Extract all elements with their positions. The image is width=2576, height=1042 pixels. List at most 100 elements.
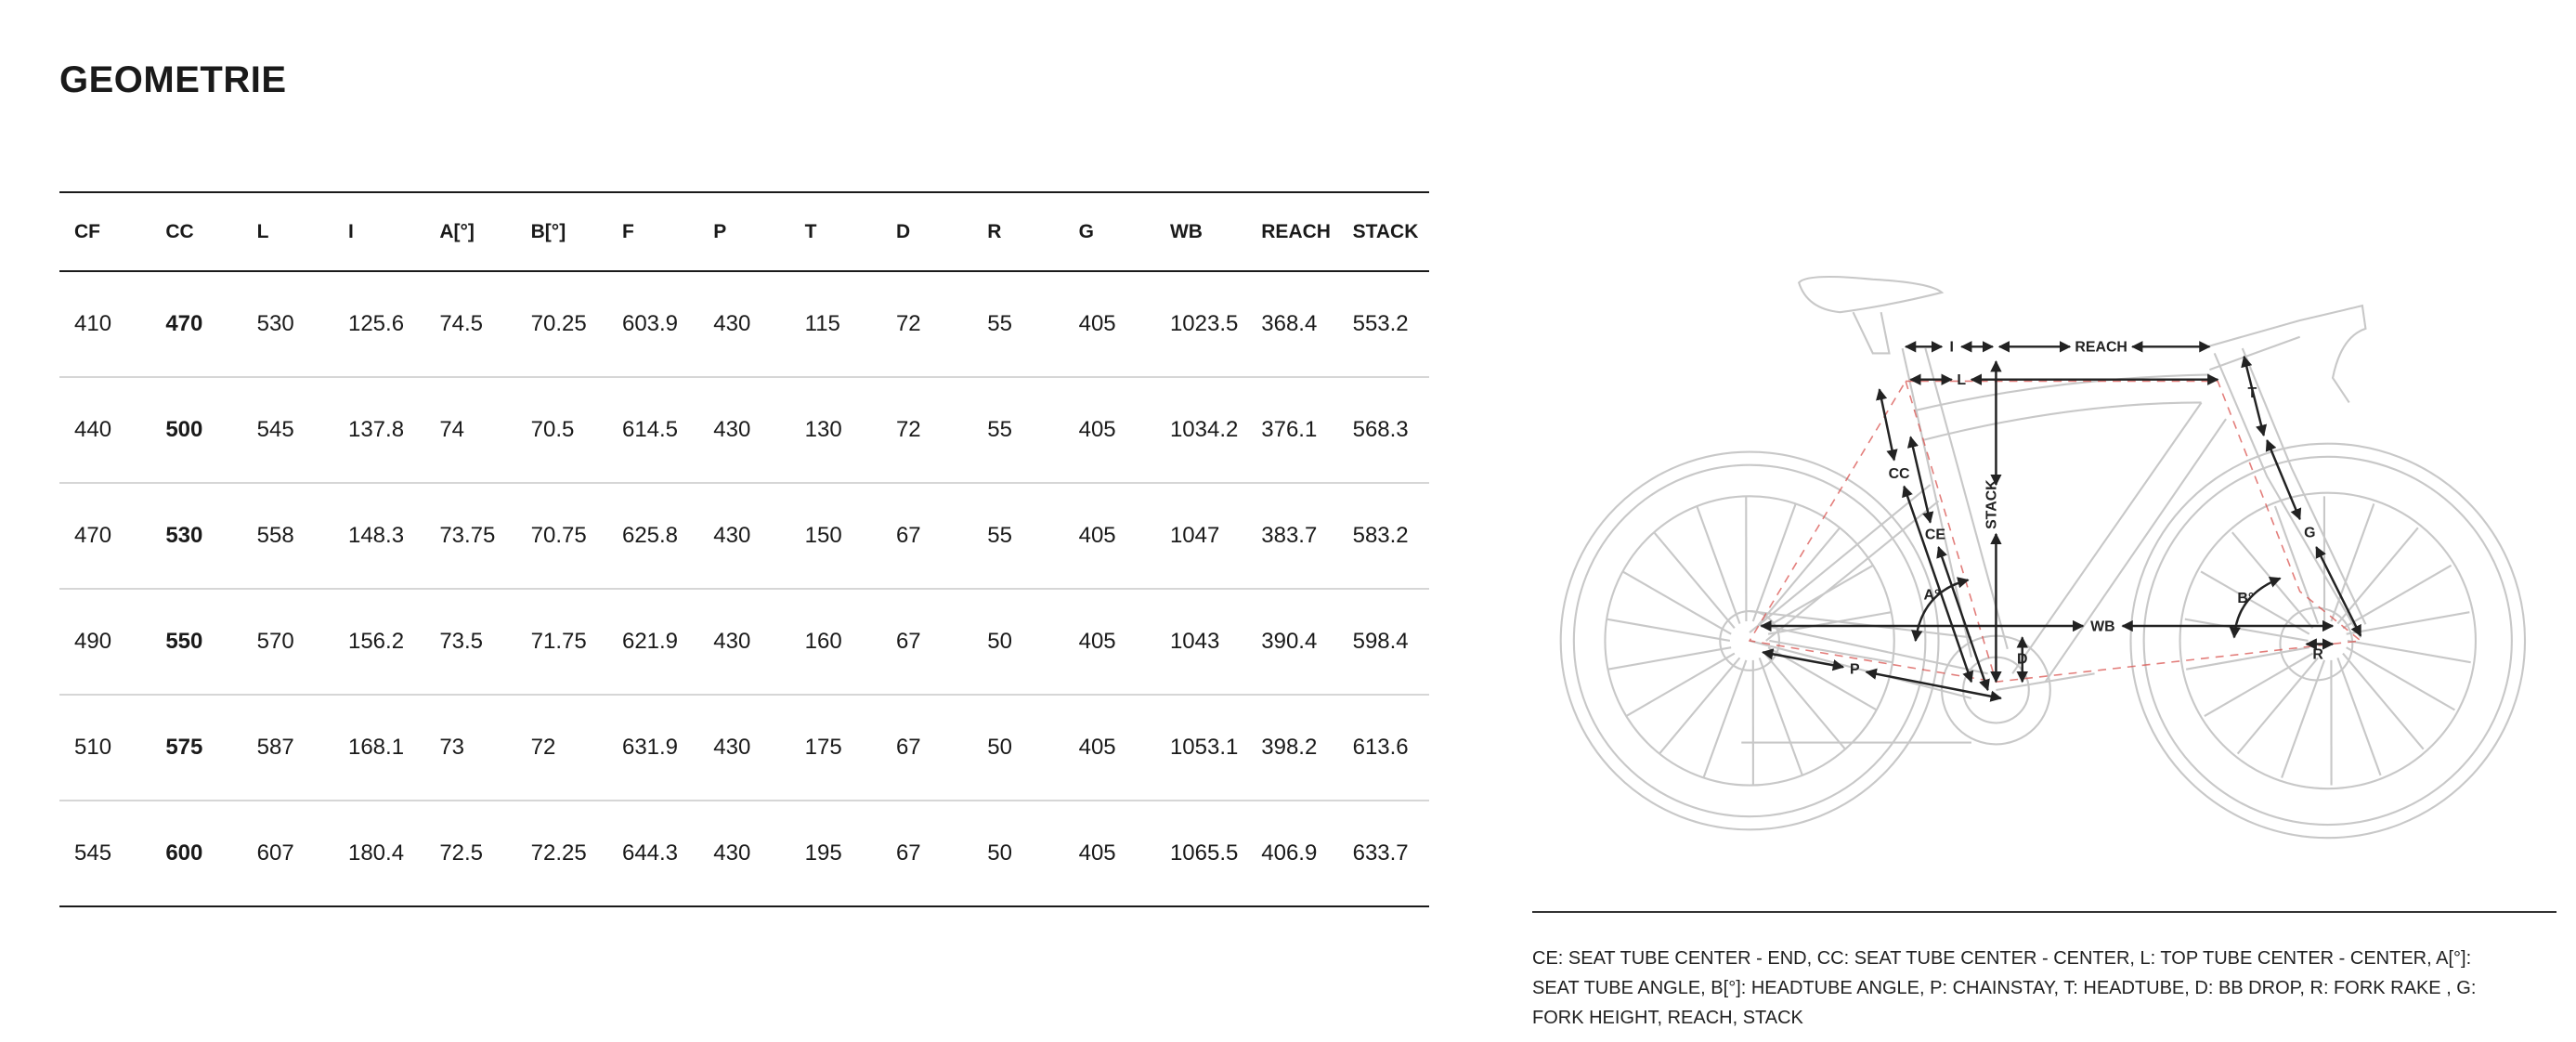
table-cell: 72 [895, 311, 921, 336]
table-cell: 150 [804, 523, 842, 548]
table-cell: 50 [987, 629, 1012, 654]
table-cell: 70.25 [530, 311, 587, 336]
label-b-angle: B° [2237, 591, 2254, 606]
wheel-spoke [1621, 570, 1732, 635]
wheel-spoke [2347, 639, 2471, 664]
table-cell: 72.5 [439, 840, 484, 866]
wheel-spoke [1607, 618, 1731, 642]
table-cell: 406.9 [1261, 840, 1318, 866]
table-cell: 67 [895, 840, 921, 866]
wheel-spoke [2336, 657, 2382, 776]
table-row: 545 600 607 180.4 72.5 72.25 644.3 430 195 67 50 40… [59, 801, 1429, 906]
bike-geometry-diagram: I REACH L STACK CC CE A° WB P D B° R G T [1559, 275, 2527, 840]
table-cell: 510 [74, 735, 112, 760]
table-cell: 70.5 [530, 417, 575, 442]
geometry-legend: CE: SEAT TUBE CENTER - END, CC: SEAT TUB… [1532, 948, 2477, 1028]
table-cell: 598.4 [1352, 629, 1409, 654]
table-cell: 74 [439, 417, 465, 442]
table-cell: 115 [804, 311, 840, 336]
table-cell: 73.75 [439, 523, 496, 548]
table-cell: 67 [895, 629, 921, 654]
wheel-spoke [1758, 527, 1841, 625]
column-header-wb: WB [1169, 220, 1203, 242]
table-cell: 70.75 [530, 523, 587, 548]
table-cell: 405 [1078, 629, 1116, 654]
table-cell: 1023.5 [1169, 311, 1239, 336]
column-header-p: P [713, 220, 727, 242]
table-cell: 72.25 [530, 840, 587, 866]
table-cell: 1034.2 [1169, 417, 1239, 442]
wheel-spoke [2346, 646, 2455, 711]
seatpost [1852, 311, 1891, 355]
table-cell: 383.7 [1261, 523, 1318, 548]
table-cell: 125.6 [347, 311, 405, 336]
column-header-reach: REACH [1261, 220, 1331, 242]
label-i: I [1949, 340, 1953, 356]
wheel-spoke [1751, 503, 1797, 622]
table-cell: 545 [74, 840, 112, 866]
wheel-spoke [2336, 527, 2419, 625]
column-header-t: T [804, 220, 817, 242]
label-reach: REACH [2075, 340, 2127, 356]
table-cell: 430 [713, 523, 751, 548]
label-stack: STACK [1984, 479, 1999, 529]
table-cell: 72 [895, 417, 921, 442]
wheel-spoke [1653, 531, 1736, 629]
wheel-spoke [2342, 652, 2425, 750]
table-cell: 405 [1078, 417, 1116, 442]
table-cell: 74.5 [439, 311, 484, 336]
column-header-cc: CC [165, 220, 194, 242]
table-row: 490 550 570 156.2 73.5 71.75 621.9 430 160 67 50 40… [59, 589, 1429, 695]
table-cell: 168.1 [347, 735, 405, 760]
table-cell: 180.4 [347, 840, 405, 866]
saddle [1797, 275, 1945, 314]
table-cell: 530 [165, 523, 203, 548]
table-cell: 175 [804, 735, 842, 760]
table-cell: 1053.1 [1169, 735, 1239, 760]
table-cell: 470 [165, 311, 203, 336]
table-cell: 587 [256, 735, 294, 760]
table-row: 410 470 530 125.6 74.5 70.25 603.9 430 115 72 55 40… [59, 271, 1429, 377]
table-cell: 410 [74, 311, 112, 336]
table-cell: 405 [1078, 523, 1116, 548]
legend-divider [1532, 911, 2556, 913]
table-cell: 613.6 [1352, 735, 1409, 760]
column-header-g: G [1078, 220, 1094, 242]
wheel-spoke [1758, 657, 1803, 776]
table-cell: 614.5 [621, 417, 679, 442]
column-header-cf: CF [74, 220, 100, 242]
table-cell: 440 [74, 417, 112, 442]
table-cell: 553.2 [1352, 311, 1409, 336]
table-cell: 490 [74, 629, 112, 654]
table-cell: 55 [987, 311, 1012, 336]
table-cell: 607 [256, 840, 294, 866]
bike-frame-drawing [1559, 275, 2527, 840]
column-header-i: I [347, 220, 354, 242]
table-header-row: CF CC L I A[°] B[°] F P T D R G WB REACH STACK [59, 192, 1429, 271]
table-cell: 55 [987, 523, 1012, 548]
table-cell: 430 [713, 735, 751, 760]
table-cell: 73.5 [439, 629, 484, 654]
table-cell: 405 [1078, 840, 1116, 866]
table-cell: 600 [165, 840, 203, 866]
wheel-spoke [1625, 652, 1736, 717]
wheel-spoke [2236, 657, 2319, 755]
table-cell: 50 [987, 840, 1012, 866]
table-cell: 1043 [1169, 629, 1220, 654]
column-header-stack: STACK [1352, 220, 1419, 242]
column-header-l: L [256, 220, 269, 242]
rear-cassette [1719, 610, 1781, 671]
table-cell: 644.3 [621, 840, 679, 866]
table-cell: 130 [804, 417, 842, 442]
table-cell: 390.4 [1261, 629, 1318, 654]
table-cell: 583.2 [1352, 523, 1409, 548]
label-ce: CE [1925, 527, 1945, 542]
label-r: R [2312, 646, 2323, 662]
geometry-table: CF CC L I A[°] B[°] F P T D R G WB REACH STACK 410 470 5… [59, 191, 1429, 907]
table-cell: 621.9 [621, 629, 679, 654]
wheel-spoke [1696, 505, 1741, 624]
table-cell: 631.9 [621, 735, 679, 760]
column-header-d: D [895, 220, 911, 242]
measurement-arrows [1760, 341, 2362, 702]
table-cell: 470 [74, 523, 112, 548]
